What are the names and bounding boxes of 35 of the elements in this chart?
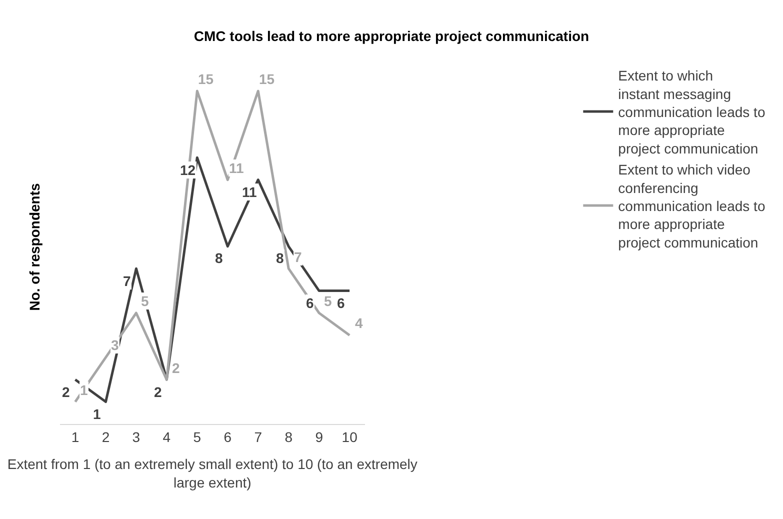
x-tick-label: 7 [254,428,262,445]
x-axis-title: Extent from 1 (to an extremely small extent) to 10 (to an extremely large extent) [7,456,418,490]
data-label: 8 [276,250,284,266]
data-label: 5 [324,293,332,309]
data-label: 15 [198,71,214,87]
data-label: 1 [93,406,101,422]
x-tick-label: 4 [162,428,171,445]
data-label: 7 [123,273,131,289]
data-label: 15 [259,71,275,87]
x-tick-label: 1 [71,428,80,445]
data-label: 4 [355,315,363,331]
legend-label: Extent to which instant messaging communication leads to more appropriate project communication [618,68,766,156]
legend-label: Extent to which video conferencing communication leads to more appropriate project communication [618,162,766,250]
x-tick-label: 6 [224,428,232,445]
data-label: 11 [229,160,244,176]
y-axis-title: No. of respondents [26,183,43,311]
x-tick-label: 8 [284,428,293,445]
data-label: 11 [242,184,258,200]
data-label: 3 [111,337,119,353]
data-label: 6 [306,295,314,311]
x-tick-label: 9 [315,428,324,445]
data-label: 6 [337,295,345,311]
data-label: 12 [180,162,196,178]
x-tick-label: 10 [342,428,358,445]
data-label: 2 [62,384,70,400]
data-label: 7 [294,249,302,265]
data-label: 8 [215,250,223,266]
data-label: 1 [80,382,88,398]
chart-title: CMC tools lead to more appropriate project communication [194,28,590,44]
x-tick-label: 5 [193,428,202,445]
data-label: 2 [172,360,180,376]
x-tick-label: 3 [132,428,140,445]
data-label: 5 [141,293,149,309]
x-tick-label: 2 [102,428,110,445]
data-label: 2 [154,384,162,400]
